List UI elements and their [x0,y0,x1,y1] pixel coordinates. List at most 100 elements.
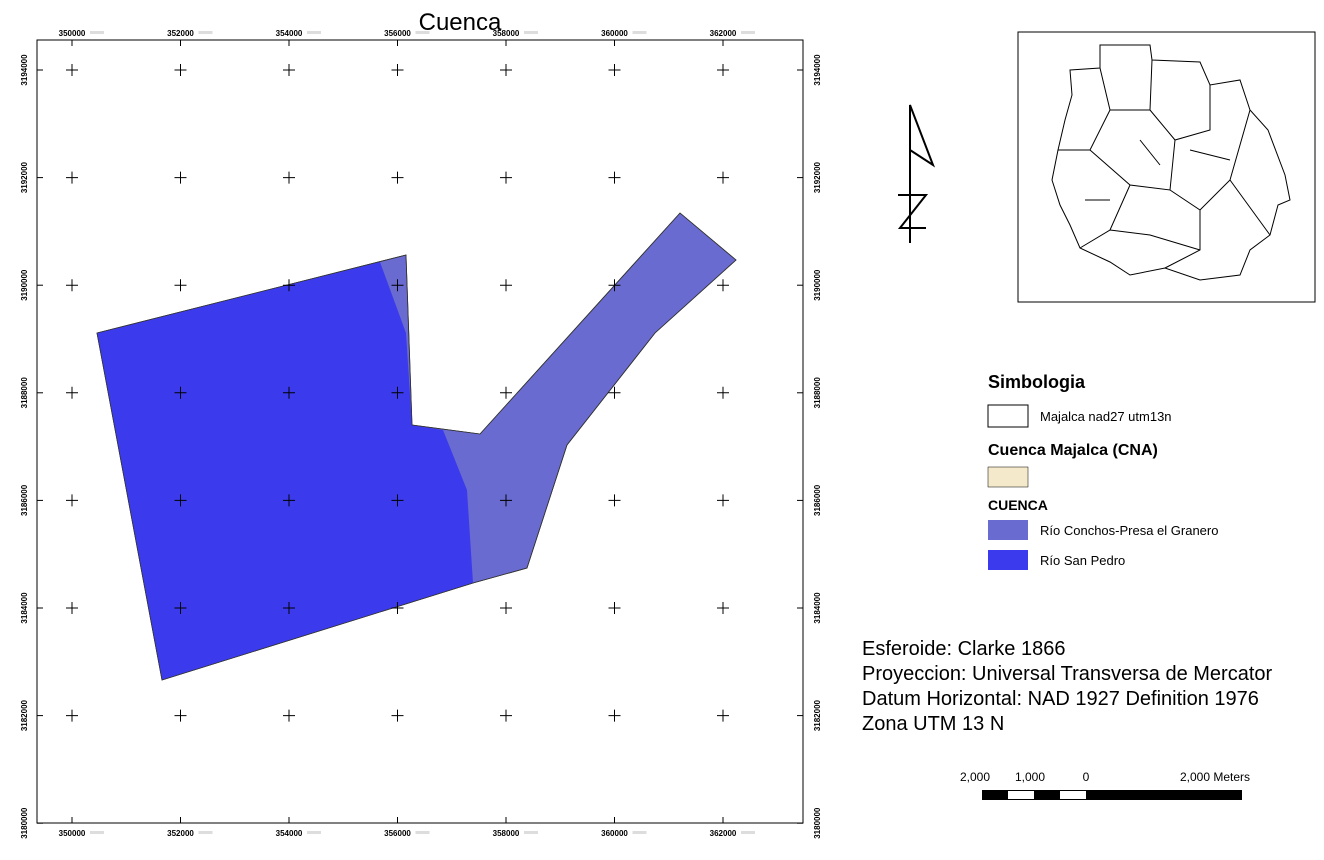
x-tick-label: 356000 [384,29,411,38]
x-tick-label: 354000 [276,829,303,838]
y-tick-label: 3184000 [813,592,822,624]
graticule-cross [174,602,187,614]
graticule-cross [283,279,295,292]
graticule-cross [66,171,78,184]
graticule-cross [174,709,187,722]
x-tick-label: 358000 [493,829,520,838]
graticule-cross [608,709,621,722]
y-tick-label: 3192000 [813,161,822,193]
label-stub [741,831,755,834]
scale-segment [1008,791,1034,799]
graticule-cross [174,171,187,184]
graticule-cross [283,602,295,614]
y-tick-label: 3192000 [20,161,29,193]
graticule-cross [174,494,187,507]
legend-class-title: CUENCA [988,497,1048,513]
label-stub [632,831,647,834]
info-line: Proyeccion: Universal Transversa de Merc… [862,663,1272,685]
scale-label: 1,000 [1015,770,1045,784]
label-stub [524,831,538,834]
legend-label: Majalca nad27 utm13n [1040,409,1172,424]
x-tick-label: 358000 [493,29,520,38]
x-tick-label: 350000 [59,29,86,38]
graticule-cross [717,171,729,184]
y-tick-label: 3188000 [813,377,822,409]
graticule-cross [500,386,512,399]
graticule-cross [391,386,404,399]
graticule: 350000 350000 352000 352000 354000 354000 3560… [20,29,822,839]
graticule-cross [500,602,512,614]
y-tick-label: 3180000 [20,807,29,839]
scale-segment [982,790,1242,800]
legend-group-title: Cuenca Majalca (CNA) [988,442,1158,459]
inset-frame [1017,31,1316,303]
graticule-cross [717,602,729,614]
x-tick-label: 362000 [710,829,737,838]
graticule-cross [283,494,295,507]
north-arrow [897,104,936,243]
legend-label: Río San Pedro [1040,553,1125,568]
x-tick-label: 354000 [276,29,303,38]
y-tick-label: 3190000 [813,269,822,301]
label-stub [632,31,647,34]
graticule-cross [66,386,78,399]
y-tick-label: 3182000 [813,699,822,731]
legend-title: Simbologia [988,372,1086,392]
map-title: Cuenca [419,9,502,36]
graticule-cross [717,279,729,292]
legend-swatch [987,404,1029,428]
label-stub [415,31,430,34]
graticule-cross [608,279,621,292]
graticule-cross [391,709,404,722]
legend-swatch [987,466,1029,488]
info-line: Datum Horizontal: NAD 1927 Definition 19… [862,688,1259,710]
info-line: Zona UTM 13 N [862,713,1004,735]
x-tick-label: 360000 [601,829,628,838]
graticule-cross [66,279,78,292]
x-tick-label: 350000 [59,829,86,838]
label-stub [90,831,104,834]
y-tick-label: 3180000 [813,807,822,839]
graticule-cross [500,171,512,184]
label-stub [198,31,213,34]
scale-label: 2,000 [960,770,990,784]
label-stub [741,31,755,34]
graticule-cross [608,494,621,507]
x-tick-label: 352000 [167,29,194,38]
y-tick-label: 3184000 [20,592,29,624]
projection-info: Esferoide: Clarke 1866 Proyeccion: Unive… [862,638,1272,735]
graticule-cross [283,171,295,184]
label-stub [415,831,430,834]
graticule-cross [608,64,621,76]
legend-swatch [988,550,1028,570]
y-tick-label: 3186000 [813,484,822,516]
graticule-cross [283,64,295,76]
label-stub [307,31,321,34]
label-stub [524,31,538,34]
y-tick-label: 3186000 [20,484,29,516]
label-stub [198,831,213,834]
y-tick-label: 3188000 [20,377,29,409]
x-tick-label: 362000 [710,29,737,38]
graticule-cross [66,64,78,76]
graticule-cross [283,709,295,722]
label-stub [90,31,104,34]
y-tick-label: 3194000 [813,54,822,86]
graticule-cross [66,602,78,614]
graticule-cross [717,494,729,507]
graticule-cross [66,494,78,507]
graticule-cross [174,279,187,292]
legend: Simbologia Majalca nad27 utm13n Cuenca M… [987,372,1218,570]
graticule-cross [174,64,187,76]
y-tick-label: 3190000 [20,269,29,301]
x-tick-label: 352000 [167,829,194,838]
graticule-cross [717,386,729,399]
graticule-cross [500,64,512,76]
graticule-cross [391,279,404,292]
graticule-cross [608,386,621,399]
x-tick-label: 360000 [601,29,628,38]
y-tick-label: 3182000 [20,699,29,731]
graticule-cross [391,171,404,184]
scale-bar: 2,000 1,000 0 2,000 Meters [960,770,1250,800]
